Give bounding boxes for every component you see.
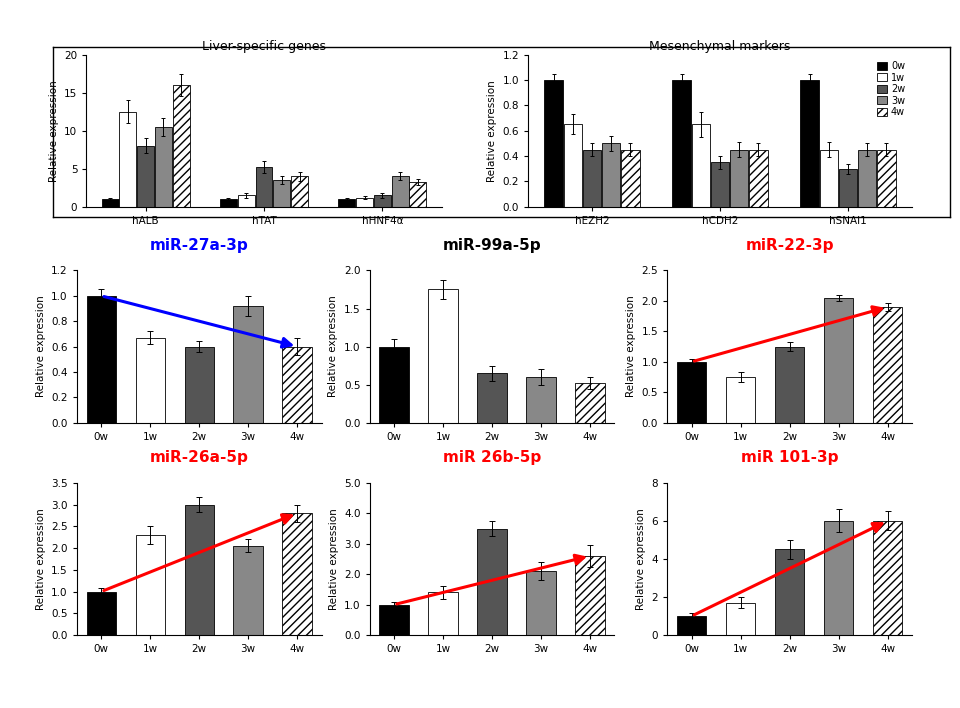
Y-axis label: Relative expression: Relative expression <box>636 508 646 610</box>
Y-axis label: Relative expression: Relative expression <box>328 296 338 397</box>
Bar <box>726 603 756 635</box>
Legend: 0w, 1w, 2w, 3w, 4w: 0w, 1w, 2w, 3w, 4w <box>876 59 907 119</box>
Bar <box>526 571 556 635</box>
Bar <box>282 346 312 423</box>
Bar <box>392 176 409 207</box>
Bar <box>137 146 154 207</box>
Bar <box>672 80 691 207</box>
Bar <box>526 377 556 423</box>
Bar <box>356 198 373 207</box>
Bar <box>824 298 853 423</box>
Bar <box>775 346 804 423</box>
Bar <box>282 513 312 635</box>
Text: miR-22-3p: miR-22-3p <box>745 238 834 253</box>
Bar <box>677 616 707 635</box>
Bar <box>544 80 563 207</box>
Bar <box>575 383 605 423</box>
Y-axis label: Relative expression: Relative expression <box>36 296 45 397</box>
Bar <box>839 169 857 207</box>
Bar <box>477 528 507 635</box>
Bar <box>379 605 409 635</box>
Bar <box>775 549 804 635</box>
Title: Mesenchymal markers: Mesenchymal markers <box>649 40 791 53</box>
Bar <box>820 149 838 207</box>
Bar <box>873 307 902 423</box>
Bar <box>749 149 768 207</box>
Bar <box>602 143 620 207</box>
Bar <box>858 149 876 207</box>
Text: miR-26a-5p: miR-26a-5p <box>150 450 249 465</box>
Bar <box>233 546 263 635</box>
Bar <box>233 306 263 423</box>
Bar <box>238 195 254 207</box>
Bar <box>119 112 136 207</box>
Bar <box>710 162 730 207</box>
Bar <box>135 535 165 635</box>
Bar <box>86 296 116 423</box>
Bar <box>428 593 458 635</box>
Bar <box>477 373 507 423</box>
Bar <box>291 176 308 207</box>
Bar <box>428 290 458 423</box>
Bar <box>575 556 605 635</box>
Bar <box>583 149 601 207</box>
Bar <box>873 521 902 635</box>
Bar <box>801 80 819 207</box>
Bar <box>339 199 355 207</box>
Bar <box>564 125 582 207</box>
Text: miR-99a-5p: miR-99a-5p <box>443 238 541 253</box>
Bar <box>184 505 214 635</box>
Y-axis label: Relative expression: Relative expression <box>49 80 59 181</box>
Bar <box>691 125 710 207</box>
Y-axis label: Relative expression: Relative expression <box>328 508 339 610</box>
Bar <box>86 592 116 635</box>
Bar <box>379 346 409 423</box>
Bar <box>155 127 172 207</box>
Title: Liver-specific genes: Liver-specific genes <box>202 40 326 53</box>
Bar <box>677 362 707 423</box>
Bar <box>102 199 118 207</box>
Bar <box>374 195 391 207</box>
Text: miR 26b-5p: miR 26b-5p <box>443 450 541 465</box>
Text: miR-27a-3p: miR-27a-3p <box>150 238 249 253</box>
Bar <box>824 521 853 635</box>
Bar <box>726 377 756 423</box>
Y-axis label: Relative expression: Relative expression <box>626 296 636 397</box>
Bar <box>274 180 290 207</box>
Bar <box>410 183 426 207</box>
Text: Validation of miRNAs in hepatic differentiation of hBM-MSC by qRT-PCR: Validation of miRNAs in hepatic differen… <box>131 18 829 35</box>
Bar <box>184 346 214 423</box>
Bar <box>255 167 273 207</box>
Bar <box>621 149 639 207</box>
Y-axis label: Relative expression: Relative expression <box>36 508 45 610</box>
Bar <box>731 149 749 207</box>
Bar <box>220 199 237 207</box>
Bar <box>173 85 189 207</box>
Text: miR 101-3p: miR 101-3p <box>741 450 838 465</box>
Bar <box>877 149 896 207</box>
Bar <box>135 338 165 423</box>
Y-axis label: Relative expression: Relative expression <box>487 80 496 181</box>
